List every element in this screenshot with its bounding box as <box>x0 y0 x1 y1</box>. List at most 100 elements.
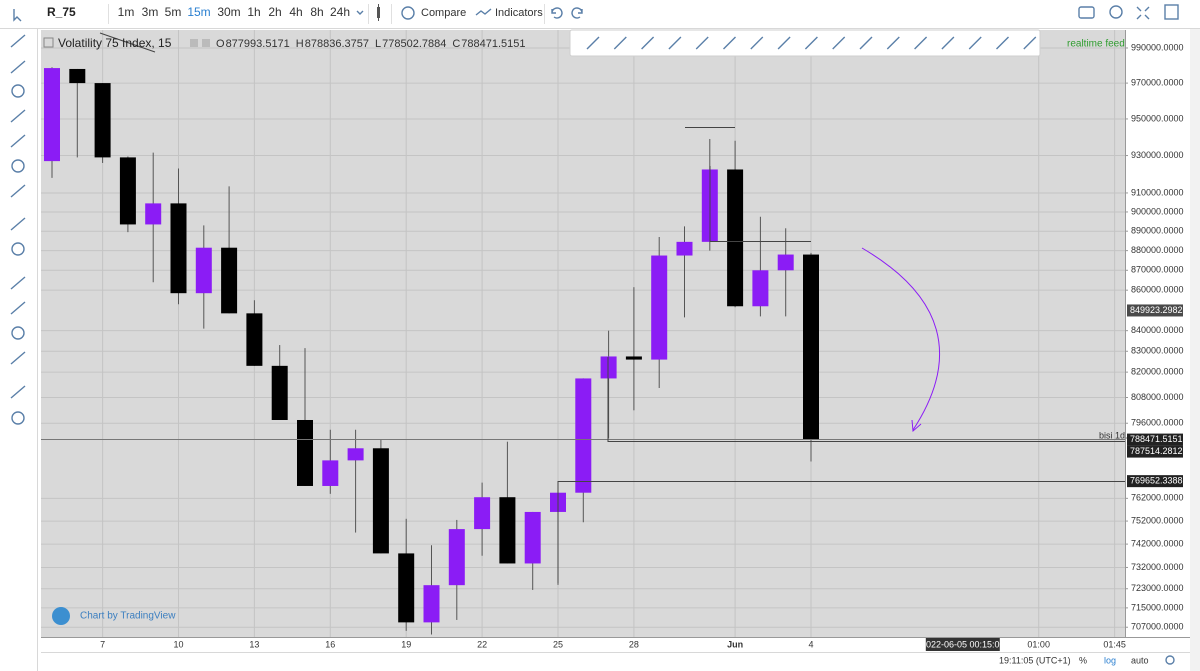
tool-icon[interactable] <box>10 385 26 399</box>
candle-body <box>474 497 491 530</box>
tool-icon[interactable] <box>10 301 26 315</box>
log-toggle[interactable]: log <box>1104 655 1116 665</box>
candle-body <box>347 448 364 461</box>
collapse-toggle[interactable] <box>43 37 54 48</box>
candle-body <box>423 585 440 623</box>
interval-button[interactable]: 2h <box>268 5 281 19</box>
draw-tool[interactable] <box>941 36 955 50</box>
draw-tool[interactable] <box>777 36 791 50</box>
y-tick-label: 707000.0000 <box>1131 622 1184 632</box>
tool-icon[interactable] <box>10 34 26 48</box>
draw-tool[interactable] <box>750 36 764 50</box>
trend-line <box>557 481 1125 583</box>
percent-toggle[interactable]: % <box>1079 655 1087 665</box>
interval-button[interactable]: 24h <box>330 5 350 19</box>
symbol[interactable]: R_75 <box>47 5 76 19</box>
interval-button[interactable]: 15m <box>187 5 210 19</box>
tool-icon[interactable] <box>11 411 25 425</box>
snapshot[interactable] <box>1078 6 1095 19</box>
tool-icon[interactable] <box>10 109 26 123</box>
tool-icon[interactable] <box>10 276 26 290</box>
axis-settings[interactable] <box>1165 655 1175 665</box>
draw-tool[interactable] <box>914 36 928 50</box>
tool-icon[interactable] <box>10 60 26 74</box>
tradingview-logo <box>52 607 70 625</box>
candle-body <box>271 365 288 420</box>
tool-cursor[interactable] <box>13 9 22 22</box>
tool-icon[interactable] <box>11 159 25 173</box>
candle-body <box>752 270 769 307</box>
tool-icon[interactable] <box>10 134 26 148</box>
interval-button[interactable]: 3m <box>142 5 159 19</box>
candle-body <box>625 356 642 360</box>
tool-icon[interactable] <box>10 184 26 198</box>
y-tick-label: 723000.0000 <box>1131 583 1184 593</box>
compare-button[interactable]: Compare <box>421 7 466 19</box>
settings[interactable] <box>1109 5 1123 19</box>
tool-icon[interactable] <box>11 242 25 256</box>
y-tick-label: 860000.0000 <box>1131 285 1184 295</box>
draw-tool[interactable] <box>996 36 1009 50</box>
undo[interactable] <box>551 7 563 19</box>
y-tick-label: 840000.0000 <box>1131 325 1184 335</box>
draw-tool[interactable] <box>695 36 709 50</box>
fullscreen[interactable] <box>1136 6 1150 20</box>
legend-title: Volatility 75 Index, 15 <box>58 36 172 50</box>
y-tick-label: 808000.0000 <box>1131 392 1184 402</box>
draw-tool[interactable] <box>1023 36 1037 50</box>
y-tick-label: 930000.0000 <box>1131 150 1184 160</box>
interval-button[interactable]: 5m <box>165 5 182 19</box>
interval-button[interactable]: 30m <box>217 5 240 19</box>
draw-tool[interactable] <box>886 36 900 50</box>
left-tools <box>10 9 26 425</box>
interval-button[interactable]: 1h <box>247 5 260 19</box>
draw-tool[interactable] <box>859 36 873 50</box>
y-tick-label: 880000.0000 <box>1131 245 1184 255</box>
interval-button[interactable]: 1m <box>118 5 135 19</box>
compare-icon[interactable] <box>401 6 415 20</box>
draw-tool[interactable] <box>804 36 818 50</box>
drawings <box>41 32 1125 583</box>
candle-body <box>94 83 111 158</box>
y-tick-label: 752000.0000 <box>1131 515 1184 525</box>
auto-toggle[interactable]: auto <box>1131 655 1149 665</box>
tool-icon[interactable] <box>10 217 26 231</box>
indicators-icon[interactable] <box>475 8 492 16</box>
draw-tool[interactable] <box>723 36 736 50</box>
tool-icon[interactable] <box>11 84 25 98</box>
draw-tool[interactable] <box>641 36 655 50</box>
save[interactable] <box>1164 4 1179 20</box>
ohlc-value: 778502.7884 <box>382 38 446 50</box>
legend-values: O 877993.5171 H 878836.3757 L 778502.7884 C 788… <box>216 38 526 50</box>
candle-body <box>170 203 187 294</box>
draw-tool[interactable] <box>586 36 600 50</box>
y-tick-label: 715000.0000 <box>1131 602 1184 612</box>
price-tag-bg <box>1127 445 1183 458</box>
y-tick-label: 762000.0000 <box>1131 493 1184 503</box>
watermark[interactable]: Chart by TradingView <box>80 611 176 622</box>
legend-icon[interactable] <box>202 39 210 47</box>
draw-tool[interactable] <box>613 36 627 50</box>
tool-icon[interactable] <box>10 351 26 365</box>
drawing-toolbar <box>569 29 1041 57</box>
candle-body <box>221 247 238 314</box>
candle-body <box>448 529 465 586</box>
redo[interactable] <box>571 7 583 19</box>
x-tick-label: 13 <box>249 639 259 649</box>
draw-tool[interactable] <box>968 36 982 50</box>
interval-button[interactable]: 8h <box>310 5 323 19</box>
indicators-button[interactable]: Indicators <box>495 7 543 19</box>
y-tick-label: 890000.0000 <box>1131 226 1184 236</box>
draw-tool[interactable] <box>832 36 846 50</box>
candle-body <box>145 203 162 225</box>
x-tick-label: Jun <box>727 639 743 649</box>
interval-button[interactable]: 4h <box>289 5 302 19</box>
price-tag: 787514.2812 <box>1130 446 1183 456</box>
interval-dropdown[interactable] <box>356 10 364 15</box>
tool-icon[interactable] <box>11 326 25 340</box>
candle-body <box>651 255 668 360</box>
candle-body <box>297 419 313 486</box>
trend-line <box>607 357 1125 442</box>
draw-tool[interactable] <box>668 36 682 50</box>
legend-icon[interactable] <box>190 39 198 47</box>
